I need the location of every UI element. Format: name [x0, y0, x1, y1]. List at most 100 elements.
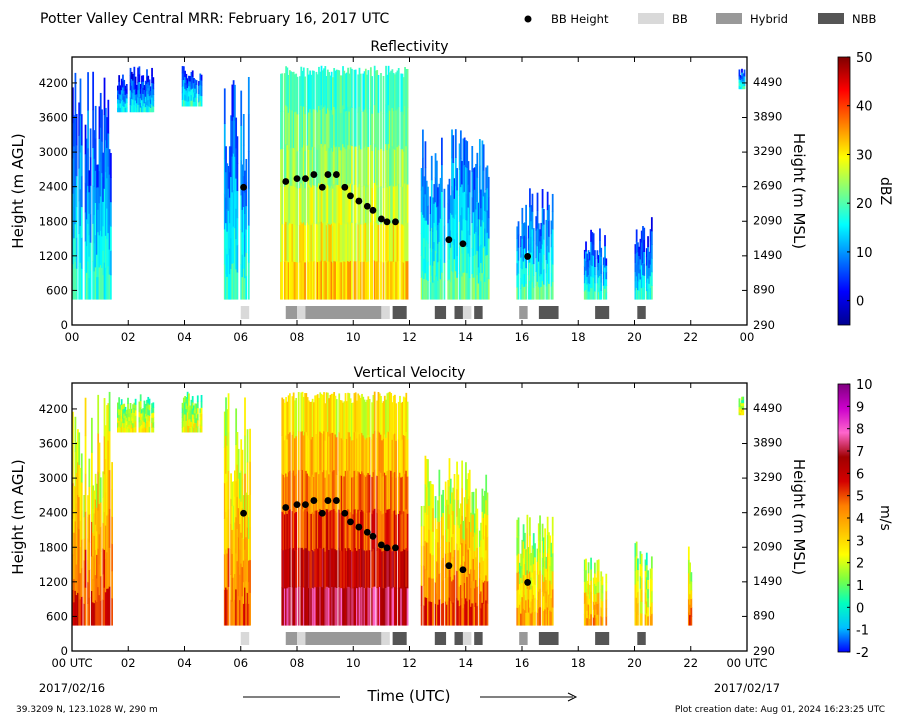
echo-cell [84, 549, 87, 588]
echo-cell [644, 592, 647, 604]
echo-cell [309, 70, 311, 110]
echo-cell [461, 542, 464, 571]
echo-cell [143, 426, 146, 433]
echo-cell [300, 66, 303, 106]
echo-cell [200, 90, 203, 97]
echo-cell [597, 269, 600, 278]
echo-cell [138, 406, 141, 413]
echo-cell [402, 225, 405, 263]
echo-cell [404, 435, 406, 474]
echo-cell [484, 602, 486, 626]
echo-cell [235, 552, 238, 590]
echo-cell [454, 214, 457, 243]
echo-cell [148, 100, 151, 107]
echo-cell [319, 109, 322, 148]
echo-cell [597, 603, 600, 615]
echo-cell [353, 547, 356, 587]
echo-cell [325, 431, 328, 471]
echo-cell [335, 512, 338, 551]
colorbar-tick-label: 10 [856, 246, 873, 261]
echo-cell [475, 254, 477, 278]
echo-cell [366, 74, 368, 113]
echo-cell [375, 108, 377, 148]
echo-cell [400, 439, 403, 478]
echo-cell [313, 550, 315, 589]
echo-cell [184, 76, 186, 83]
echo-cell [87, 495, 89, 518]
echo-cell [444, 481, 447, 506]
echo-cell [539, 252, 541, 265]
echo-cell [124, 415, 127, 420]
echo-cell [119, 427, 122, 433]
echo-cell [321, 222, 324, 262]
echo-cell [476, 177, 479, 203]
echo-cell [151, 417, 153, 423]
echo-cell [242, 268, 245, 300]
echo-cell [739, 81, 742, 85]
echo-cell [430, 531, 433, 556]
echo-cell [380, 395, 382, 435]
echo-cell [241, 478, 244, 509]
echo-cell [118, 426, 121, 433]
echo-cell [92, 185, 95, 224]
echo-cell [185, 408, 188, 416]
echo-cell [133, 402, 136, 409]
echo-cell [85, 138, 88, 166]
echo-cell [329, 112, 332, 151]
echo-cell [338, 509, 341, 549]
echo-cell [596, 592, 599, 604]
echo-cell [400, 402, 403, 441]
echo-cell [649, 264, 652, 277]
echo-cell [234, 547, 236, 575]
colorbar-tick-label: -2 [856, 646, 869, 661]
echo-cell [304, 470, 306, 510]
echo-cell [228, 146, 231, 173]
echo-cell [85, 245, 88, 273]
echo-cell [586, 276, 589, 285]
echo-cell [72, 553, 74, 591]
echo-cell [478, 593, 481, 610]
echo-cell [132, 73, 134, 81]
echo-cell [344, 470, 347, 510]
echo-cell [73, 601, 76, 626]
echo-cell [640, 242, 643, 254]
echo-cell [316, 586, 319, 626]
echo-cell [429, 528, 432, 554]
echo-cell [149, 107, 152, 113]
echo-cell [486, 580, 489, 604]
echo-cell [439, 258, 442, 280]
echo-cell [381, 513, 384, 552]
echo-cell [292, 71, 295, 111]
echo-cell [434, 560, 437, 583]
echo-cell [226, 553, 229, 590]
echo-cell [295, 111, 298, 150]
echo-cell [367, 146, 370, 186]
echo-cell [377, 430, 380, 471]
echo-cell [371, 513, 374, 552]
echo-cell [463, 137, 466, 165]
echo-cell [84, 435, 87, 475]
echo-cell [596, 282, 599, 292]
echo-cell [367, 70, 370, 109]
echo-cell [640, 264, 643, 277]
echo-cell [358, 395, 361, 435]
echo-cell [108, 586, 111, 626]
echo-cell [94, 473, 97, 500]
echo-cell [241, 276, 244, 300]
echo-cell [480, 207, 482, 227]
echo-cell [522, 574, 525, 592]
echo-cell [478, 245, 481, 273]
echo-cell [194, 83, 197, 89]
echo-cell [142, 105, 145, 113]
echo-cell [84, 124, 87, 155]
echo-cell [200, 413, 203, 421]
echo-cell [526, 606, 529, 626]
echo-cell [123, 422, 126, 428]
echo-cell [307, 437, 310, 476]
echo-cell [80, 510, 83, 540]
echo-cell [599, 240, 601, 253]
echo-cell [194, 101, 197, 107]
echo-cell [75, 472, 78, 504]
echo-cell [235, 588, 238, 626]
echo-cell [193, 409, 195, 415]
